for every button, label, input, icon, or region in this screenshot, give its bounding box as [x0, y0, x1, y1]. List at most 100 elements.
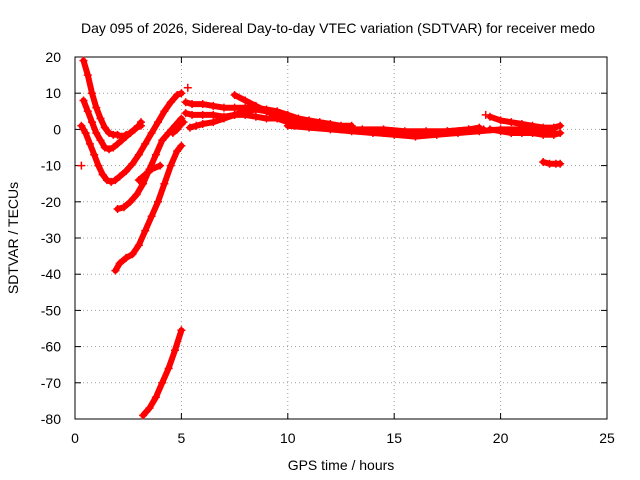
series-arc-p [485, 112, 565, 132]
data-point [117, 136, 126, 145]
data-point [209, 101, 218, 110]
data-point [496, 127, 505, 136]
data-point [209, 118, 218, 127]
series-arc-r [539, 157, 565, 168]
data-point [158, 136, 167, 145]
x-tick-label: 10 [280, 430, 296, 446]
data-point [539, 123, 548, 132]
y-axis-label: SDTVAR / TECUs [5, 182, 21, 294]
y-tick-label: -80 [41, 411, 61, 427]
data-point [230, 91, 239, 100]
y-tick-label: 10 [45, 85, 61, 101]
data-point [539, 130, 548, 139]
data-point [166, 161, 175, 170]
data-point [139, 411, 148, 420]
data-point [122, 132, 131, 141]
data-point [111, 176, 120, 185]
data-point [83, 71, 92, 80]
data-point [528, 129, 537, 138]
data-point [379, 125, 388, 134]
data-point [485, 125, 494, 134]
data-point [147, 129, 156, 138]
outlier-point [77, 161, 86, 170]
grid-lines [75, 57, 607, 419]
data-point [188, 110, 197, 119]
data-point [88, 118, 97, 127]
data-point [164, 364, 173, 373]
data-point [126, 197, 135, 206]
data-point [141, 170, 150, 179]
data-point [147, 212, 156, 221]
data-point [173, 147, 182, 156]
data-point [251, 112, 260, 121]
data-point [496, 116, 505, 125]
data-point [92, 129, 101, 138]
data-point [485, 112, 494, 121]
data-point [96, 114, 105, 123]
data-point [556, 121, 565, 130]
data-point [151, 150, 160, 159]
data-point [443, 127, 452, 136]
data-point [113, 139, 122, 148]
data-point [109, 143, 118, 152]
data-point [153, 118, 162, 127]
data-point [326, 125, 335, 134]
data-point [188, 100, 197, 109]
data-point [166, 98, 175, 107]
data-point [241, 96, 250, 105]
series-band [112, 142, 185, 274]
data-point [105, 129, 114, 138]
data-point [198, 110, 207, 119]
data-point [88, 89, 97, 98]
data-point [241, 107, 250, 116]
data-point [549, 130, 558, 139]
data-layer [77, 56, 565, 420]
y-tick-label: -60 [41, 339, 61, 355]
data-point [422, 129, 431, 138]
data-point [134, 241, 143, 250]
data-point [305, 123, 314, 132]
data-point [141, 139, 150, 148]
outlier-points [77, 83, 490, 170]
data-point [160, 179, 169, 188]
x-axis-ticks: 0 5 10 15 20 25 [71, 57, 615, 446]
data-point [102, 176, 111, 185]
data-point [100, 123, 109, 132]
data-point [262, 107, 271, 116]
data-point [128, 159, 137, 168]
data-point [115, 172, 124, 181]
data-point [358, 125, 367, 134]
data-point [283, 121, 292, 130]
data-point [122, 167, 131, 176]
data-point [549, 123, 558, 132]
data-point [94, 161, 103, 170]
data-point [198, 100, 207, 109]
data-point [92, 103, 101, 112]
data-point [400, 127, 409, 136]
data-point [158, 378, 167, 387]
data-point [173, 125, 182, 134]
data-point [81, 129, 90, 138]
outlier-point [481, 110, 490, 119]
data-point [79, 56, 88, 65]
data-point [134, 176, 143, 185]
data-point [168, 129, 177, 138]
data-point [113, 205, 122, 214]
x-axis-label: GPS time / hours [288, 457, 395, 473]
data-point [262, 114, 271, 123]
series-arc-f [139, 326, 186, 420]
data-point [181, 98, 190, 107]
series-band [423, 124, 483, 136]
data-point [185, 123, 194, 132]
x-tick-label: 20 [493, 430, 509, 446]
data-point [145, 404, 154, 413]
data-point [475, 123, 484, 132]
data-point [100, 143, 109, 152]
x-tick-label: 5 [178, 430, 186, 446]
data-point [251, 101, 260, 110]
series-arc-h [168, 118, 188, 138]
y-tick-label: -20 [41, 194, 61, 210]
data-point [134, 150, 143, 159]
data-point [337, 125, 345, 134]
